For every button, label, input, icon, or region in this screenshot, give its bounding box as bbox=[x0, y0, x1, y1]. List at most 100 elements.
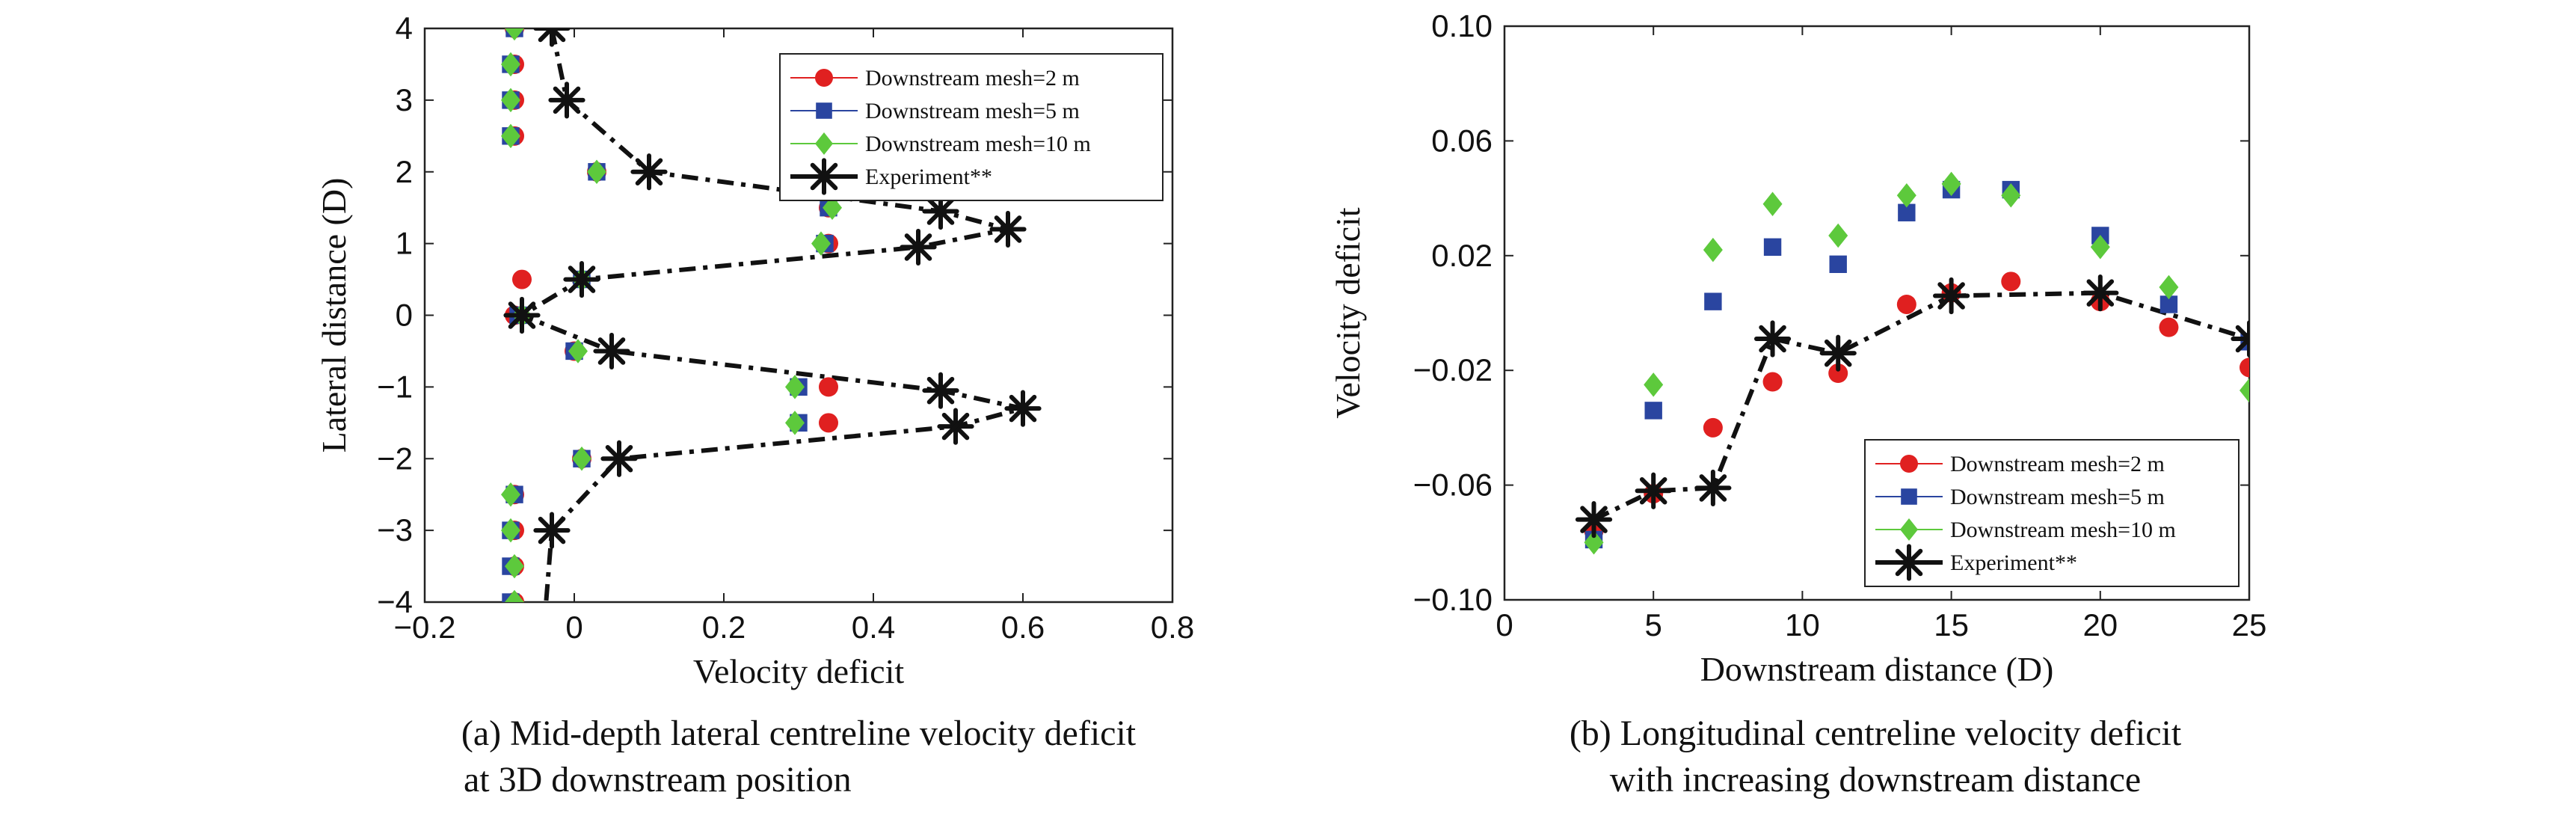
b-point-s3-stroke bbox=[1937, 282, 1965, 310]
b-point-s1 bbox=[1704, 292, 1722, 310]
a-xtick-label: 0.2 bbox=[702, 610, 746, 645]
a-point-s3-stroke bbox=[635, 158, 663, 186]
a-ytick-label: −4 bbox=[377, 584, 413, 619]
a-xtick-label: 0 bbox=[565, 610, 582, 645]
b-ytick-label: 0.10 bbox=[1431, 8, 1493, 43]
a-legend-label-1: Downstream mesh=5 m bbox=[865, 99, 1080, 123]
a-point-s2 bbox=[501, 123, 520, 149]
b-point-s3-stroke bbox=[1759, 325, 1786, 353]
a-point-s2 bbox=[505, 28, 524, 41]
a-legend-label-2: Downstream mesh=10 m bbox=[865, 132, 1091, 156]
a-legend-label-3: Experiment** bbox=[865, 165, 992, 189]
a-point-s3 bbox=[503, 296, 541, 334]
b-point-s3 bbox=[1694, 469, 1732, 507]
b-ytick-label: −0.02 bbox=[1413, 352, 1493, 387]
a-point-s2 bbox=[501, 52, 520, 77]
b-ylabel: Velocity deficit bbox=[1329, 207, 1367, 419]
a-point-s3 bbox=[600, 440, 638, 477]
b-point-s3 bbox=[1635, 472, 1672, 509]
b-point-s2 bbox=[1762, 191, 1783, 217]
a-point-s3-stroke bbox=[533, 612, 556, 635]
a-legend: Downstream mesh=2 m Downstream mesh=5 m Do… bbox=[779, 53, 1163, 201]
a-point-s3 bbox=[630, 153, 668, 191]
b-ytick-label: −0.10 bbox=[1413, 582, 1493, 617]
b-legend-label-1: Downstream mesh=5 m bbox=[1950, 485, 2165, 509]
b-legend-marker-3-stroke bbox=[1895, 548, 1923, 577]
b-point-s3-stroke bbox=[2235, 325, 2249, 343]
a-ytick-label: −1 bbox=[377, 369, 413, 404]
a-xlabel: Velocity deficit bbox=[693, 652, 905, 690]
a-point-s3-stroke bbox=[941, 412, 970, 441]
a-point-s3-stroke bbox=[904, 233, 932, 261]
a-caption-line1: (a) Mid-depth lateral centreline velocit… bbox=[461, 714, 1137, 753]
b-point-s1 bbox=[1829, 255, 1847, 274]
b-legend-label-0: Downstream mesh=2 m bbox=[1950, 452, 2165, 476]
a-ytick-label: −2 bbox=[377, 441, 413, 476]
b-xtick-label: 5 bbox=[1645, 607, 1662, 642]
a-ytick-label: 1 bbox=[396, 226, 413, 261]
a-legend-marker-0 bbox=[815, 69, 833, 87]
b-point-s2 bbox=[1644, 372, 1664, 397]
b-point-s3 bbox=[2082, 274, 2119, 312]
a-point-s3 bbox=[528, 607, 560, 639]
b-point-s2 bbox=[2159, 274, 2179, 300]
b-point-s0 bbox=[1828, 363, 1848, 384]
b-point-s1 bbox=[2160, 295, 2178, 313]
b-xtick-label: 15 bbox=[1934, 607, 1969, 642]
a-ytick-label: 2 bbox=[396, 154, 413, 189]
b-data-area bbox=[1575, 171, 2249, 555]
a-point-s3-stroke bbox=[1009, 394, 1037, 423]
a-legend-marker-2 bbox=[815, 132, 833, 155]
b-point-s3 bbox=[2231, 320, 2249, 358]
a-point-s2 bbox=[823, 195, 842, 220]
a-point-s3-stroke bbox=[553, 86, 581, 114]
b-point-s1 bbox=[1644, 402, 1662, 420]
a-legend-marker-3 bbox=[805, 158, 843, 195]
b-point-s0 bbox=[1896, 294, 1916, 314]
a-point-s3-stroke bbox=[605, 444, 633, 473]
a-point-s3-stroke bbox=[548, 28, 566, 43]
b-point-s0 bbox=[2001, 271, 2021, 292]
b-point-s2 bbox=[2001, 183, 2021, 208]
a-point-s3-stroke bbox=[538, 28, 556, 43]
a-point-s2 bbox=[785, 375, 805, 399]
b-point-s3-stroke bbox=[1699, 474, 1727, 502]
b-point-s2 bbox=[1703, 237, 1723, 263]
b-legend-marker-0 bbox=[1900, 455, 1918, 473]
b-point-s3-stroke bbox=[1824, 339, 1852, 367]
a-point-s0 bbox=[512, 269, 532, 289]
a-ytick-label: 0 bbox=[396, 298, 413, 333]
a-point-s2 bbox=[572, 447, 591, 471]
b-point-s3 bbox=[1819, 334, 1857, 372]
b-caption-line2: with increasing downstream distance bbox=[1610, 760, 2141, 800]
b-legend-label-3: Experiment** bbox=[1950, 550, 2077, 575]
b-xtick-label: 25 bbox=[2232, 607, 2267, 642]
a-point-s2 bbox=[505, 553, 524, 579]
b-point-s3 bbox=[1575, 501, 1613, 539]
a-point-s3 bbox=[1004, 390, 1042, 427]
a-ytick-label: 4 bbox=[396, 10, 413, 46]
a-point-s2 bbox=[505, 589, 524, 602]
b-xtick-label: 20 bbox=[2082, 607, 2118, 642]
a-xtick-label: 0.8 bbox=[1151, 610, 1194, 645]
b-ytick-label: 0.02 bbox=[1431, 238, 1493, 273]
b-point-s0 bbox=[2240, 358, 2249, 378]
b-point-s0 bbox=[2159, 317, 2179, 337]
b-ytick-label: −0.06 bbox=[1413, 467, 1493, 503]
a-point-s3-stroke bbox=[926, 197, 955, 225]
b-point-s2 bbox=[2090, 235, 2110, 260]
a-point-s0 bbox=[819, 377, 838, 397]
b-point-s2 bbox=[1941, 171, 1961, 197]
b-legend-marker-3 bbox=[1890, 544, 1928, 581]
a-xtick-label: 0.4 bbox=[852, 610, 895, 645]
b-point-s2 bbox=[1584, 530, 1604, 555]
a-point-s3 bbox=[989, 210, 1027, 248]
b-point-s2 bbox=[1828, 223, 1848, 248]
a-point-s3 bbox=[593, 332, 630, 370]
b-point-s3 bbox=[1753, 320, 1792, 358]
a-point-s2 bbox=[811, 231, 831, 256]
b-point-s0 bbox=[1762, 372, 1783, 392]
b-point-s1 bbox=[1763, 238, 1782, 256]
chart-a: −0.2 0 0.2 0.4 0.6 0.8 −4 −3 −2 −1 0 1 2 3 4 Velocity d… bbox=[315, 10, 1194, 800]
